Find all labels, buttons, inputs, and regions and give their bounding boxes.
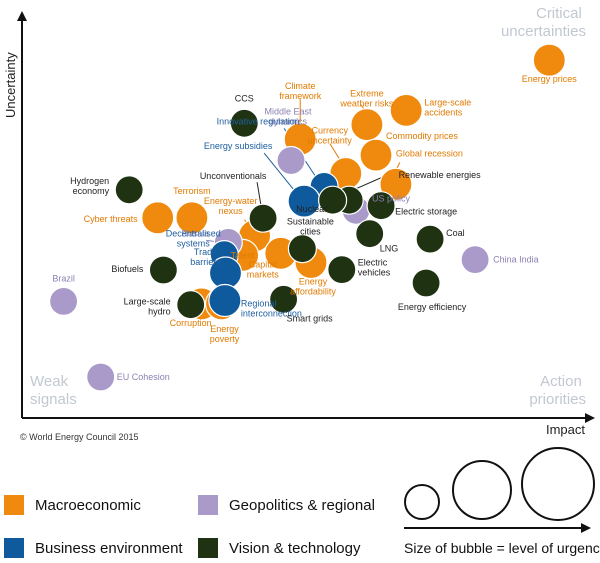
legend-swatch-geopolitics xyxy=(198,495,218,515)
bubble-global-recession xyxy=(379,167,413,201)
bubble-label-smart-grids: Smart grids xyxy=(287,313,334,323)
bubble-biofuels xyxy=(148,255,178,285)
bubble-label-lng: LNG xyxy=(380,244,399,254)
bubble-energy-efficiency xyxy=(411,268,441,298)
bubble-label-trade-barriers: Trade barriers xyxy=(190,247,221,267)
bubble-label-energy-prices: Energy prices xyxy=(522,74,578,84)
bubble-commodity-prices xyxy=(359,138,393,172)
bubble-label-energy-water-nexus: Energy-water nexus xyxy=(204,196,258,216)
bubble-label-corruption: Corruption xyxy=(170,318,212,328)
bubble-label-global-recession: Global recession xyxy=(396,148,463,158)
bubble-label-energy-poverty: Energy poverty xyxy=(210,324,240,344)
copyright: © World Energy Council 2015 xyxy=(20,432,139,442)
bubble-label-energy-affordability: Energy affordability xyxy=(290,277,336,297)
bubble-label-capital-markets: Capital markets xyxy=(247,259,280,279)
bubble-label-biofuels: Biofuels xyxy=(111,264,144,274)
legend-label-vision: Vision & technology xyxy=(229,540,361,557)
bubble-regional-interconnection xyxy=(208,283,242,318)
bubble-label-coal: Coal xyxy=(446,228,465,238)
legend: Macroeconomic Geopolitics & regional Bus… xyxy=(4,495,375,558)
bubble-label-commodity-prices: Commodity prices xyxy=(386,131,459,141)
bubble-label-electric-storage: Electric storage xyxy=(395,207,457,217)
bubble-lng xyxy=(355,219,385,249)
bubble-label-hydrogen-economy: Hydrogen economy xyxy=(70,176,110,196)
size-legend-small-circle xyxy=(404,484,440,520)
bubble-coal xyxy=(415,224,445,254)
bubble-label-energy-efficiency: Energy efficiency xyxy=(398,302,467,312)
bubble-extreme-weather-risks xyxy=(350,107,384,142)
bubble-label-russia: Russia xyxy=(182,228,210,238)
bubble-label-energy-subsidies: Energy subsidies xyxy=(204,141,273,151)
legend-label-business: Business environment xyxy=(35,540,183,557)
y-axis-label: Uncertainty xyxy=(3,52,18,118)
legend-swatch-business xyxy=(4,538,24,558)
bubble-electric-storage xyxy=(366,191,396,221)
bubble-label-innovative-regulation: Innovative regulation xyxy=(217,116,300,126)
bubble-china-india xyxy=(460,245,490,275)
bubble-terrorism xyxy=(175,201,209,235)
bubble-label-nuclear: Nuclear xyxy=(296,204,327,214)
bubble-label-talent: Talent xyxy=(231,250,256,260)
bubble-ccs xyxy=(229,108,259,138)
legend-item-macroeconomic: Macroeconomic xyxy=(4,495,141,515)
bubble-label-climate-framework: Climate framework xyxy=(279,81,322,101)
bubble-energy-prices xyxy=(532,43,566,77)
bubble-label-unconventionals: Unconventionals xyxy=(200,171,267,181)
legend-swatch-vision xyxy=(198,538,218,558)
bubble-label-us-policy: US policy xyxy=(372,193,411,203)
bubble-eu-cohesion xyxy=(86,362,116,392)
bubble-label-sustainable-cities: Sustainable cities xyxy=(287,217,334,237)
x-axis-label: Impact xyxy=(546,422,585,437)
bubble-label-renewable-energies: Renewable energies xyxy=(399,170,482,180)
bubble-middle-east-dynamics xyxy=(276,145,306,176)
bubble-labels: Energy prices Large-scale accidents Extreme… xyxy=(52,74,577,382)
bubble-label-brazil: Brazil xyxy=(52,273,75,283)
bubble-large-scale-accidents xyxy=(389,93,423,128)
bubble-label-china-india: China India xyxy=(493,255,539,265)
bubble-label-extreme-weather-risks: Extreme weather risks xyxy=(339,89,394,109)
bubble-label-eu-cohesion: EU Cohesion xyxy=(117,372,170,382)
legend-item-business: Business environment xyxy=(4,538,183,558)
bubble-layer xyxy=(48,43,566,392)
bubble-renewable-energies xyxy=(318,185,348,215)
quadrant-weak-signals: Weak signals xyxy=(30,373,77,408)
bubble-label-regional-interconnection: Regional interconnection xyxy=(241,299,302,319)
bubble-label-ccs: CCS xyxy=(235,93,254,103)
quadrant-critical-uncertainties: Critical uncertainties xyxy=(501,5,586,40)
leader-line-unconventionals xyxy=(256,182,262,207)
bubble-cyber-threats xyxy=(141,201,175,235)
leader-line-energy-subsidies xyxy=(263,152,299,196)
bubble-label-large-scale-hydro: Large-scale hydro xyxy=(124,297,171,317)
size-legend-caption: Size of bubble = level of urgency xyxy=(404,540,600,556)
legend-item-vision: Vision & technology xyxy=(198,538,361,558)
bubble-hydrogen-economy xyxy=(114,175,144,205)
bubble-label-cyber-threats: Cyber threats xyxy=(84,214,139,224)
bubble-unconventionals xyxy=(248,203,278,233)
bubble-smart-grids xyxy=(269,284,299,314)
bubble-sustainable-cities xyxy=(287,234,317,264)
bubble-label-electric-vehicles: Electric vehicles xyxy=(358,258,391,278)
legend-label-macroeconomic: Macroeconomic xyxy=(35,497,141,514)
bubble-large-scale-hydro xyxy=(176,290,206,320)
legend-label-geopolitics: Geopolitics & regional xyxy=(229,497,375,514)
quadrant-action-priorities: Action priorities xyxy=(529,373,586,408)
bubble-label-decentralised-systems: Decentralised systems xyxy=(166,229,221,249)
leader-line-currency-uncertainty xyxy=(329,143,341,160)
size-legend-large-circle xyxy=(521,447,595,521)
bubble-electric-vehicles xyxy=(327,255,357,285)
size-legend: Size of bubble = level of urgency xyxy=(404,447,600,556)
legend-swatch-macroeconomic xyxy=(4,495,24,515)
bubble-label-middle-east-dynamics: Middle East dynamics xyxy=(264,107,312,127)
bubble-brazil xyxy=(48,286,79,316)
bubble-label-large-scale-accidents: Large-scale accidents xyxy=(424,97,471,117)
bubble-label-currency-uncertainty: Currency uncertainty xyxy=(308,126,353,146)
legend-item-geopolitics: Geopolitics & regional xyxy=(198,495,375,515)
bubble-label-terrorism: Terrorism xyxy=(173,186,211,196)
size-legend-medium-circle xyxy=(452,460,512,520)
